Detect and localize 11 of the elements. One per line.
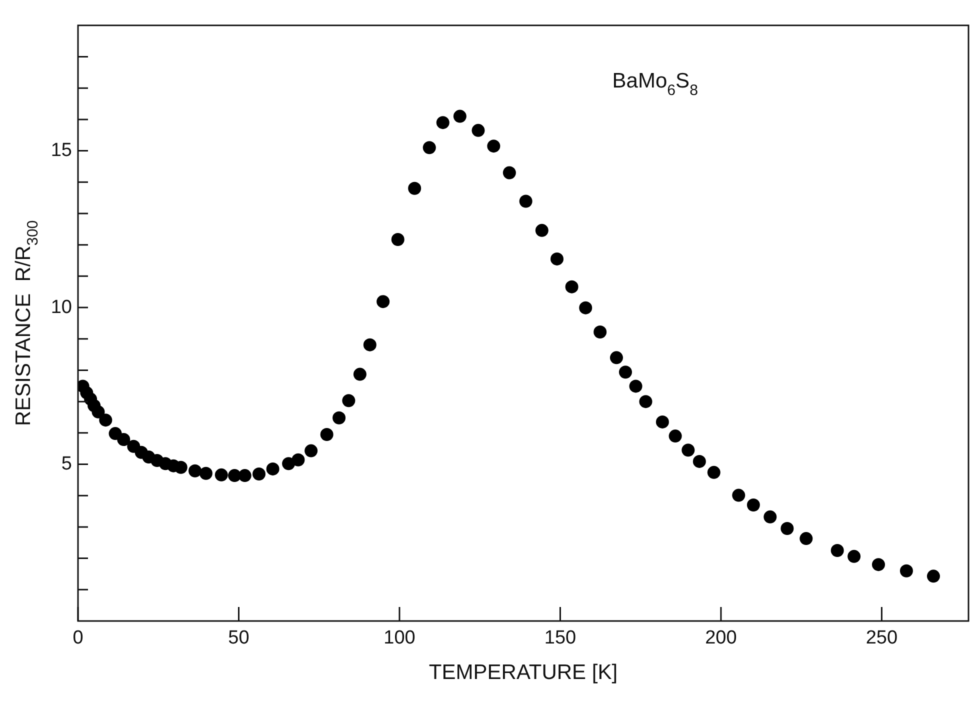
x-tick-label: 150 (544, 628, 576, 649)
x-tick-label: 250 (866, 628, 898, 649)
y-axis-title: RESISTANCE R/R300 (12, 220, 42, 426)
x-tick-label: 0 (72, 628, 84, 649)
x-tick-label: 200 (705, 628, 737, 649)
x-axis-title: TEMPERATURE [K] (428, 661, 618, 684)
y-tick-label: 5 (61, 454, 72, 474)
y-tick-label: 10 (50, 296, 72, 318)
y-tick-label: 15 (50, 140, 72, 162)
x-tick-label: 100 (384, 628, 416, 649)
x-tick-label: 50 (228, 628, 250, 649)
